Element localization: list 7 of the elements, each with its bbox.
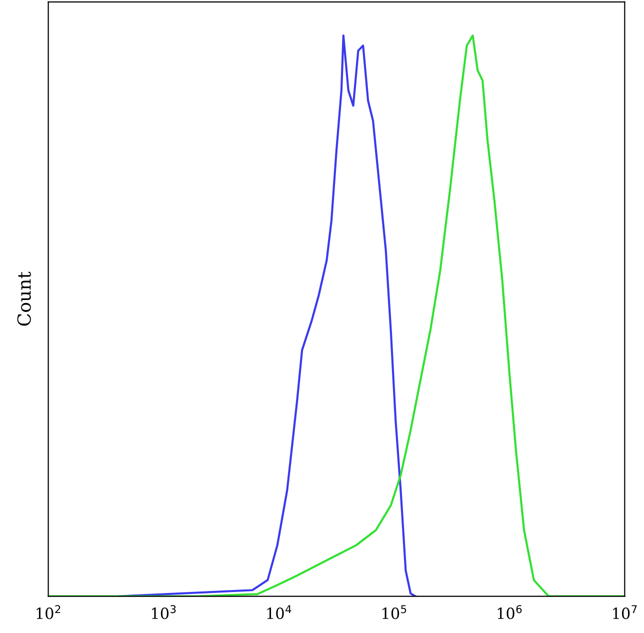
y-axis-title: Count	[17, 272, 31, 326]
x-tick-label: 10$^{2}$	[36, 605, 60, 620]
x-tick-label: 10$^{3}$	[152, 605, 176, 620]
x-tick-label: 10$^{5}$	[382, 605, 406, 620]
x-tick-label: 10$^{6}$	[498, 605, 522, 620]
x-tick-label: 10$^{4}$	[267, 605, 292, 620]
x-tick-label: 10$^{7}$	[613, 605, 637, 620]
